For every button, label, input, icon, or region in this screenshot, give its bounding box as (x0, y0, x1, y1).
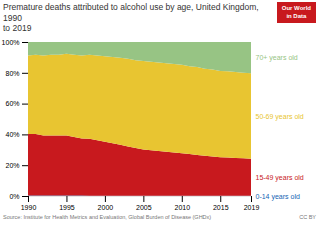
svg-text:80%: 80% (5, 69, 19, 76)
svg-text:2005: 2005 (136, 204, 152, 211)
svg-text:60%: 60% (5, 100, 19, 107)
html-text:Source: Institute for Health M: Source: Institute for Health Metrics and… (3, 213, 212, 220)
svg-text:0%: 0% (9, 192, 19, 199)
svg-text:1990: 1990 (21, 204, 37, 211)
html-text:Premature deaths attributed to: Premature deaths attributed to alcohol u… (3, 2, 261, 33)
html-text:CC BY: CC BY (299, 213, 316, 220)
svg-text:2015: 2015 (213, 204, 229, 211)
svg-text:50-69 years old: 50-69 years old (256, 112, 304, 120)
svg-text:100%: 100% (2, 38, 20, 45)
svg-text:20%: 20% (5, 161, 19, 168)
svg-text:70+ years old: 70+ years old (256, 54, 298, 62)
svg-text:2010: 2010 (175, 204, 191, 211)
svg-text:1995: 1995 (59, 204, 75, 211)
svg-text:15-49 years old: 15-49 years old (256, 173, 304, 181)
svg-text:40%: 40% (5, 131, 19, 138)
svg-text:0-14 years old: 0-14 years old (256, 192, 300, 200)
svg-text:2019: 2019 (244, 204, 260, 211)
svg-text:2000: 2000 (98, 204, 114, 211)
html-text:Our World in Data: Our World in Data (281, 5, 311, 19)
